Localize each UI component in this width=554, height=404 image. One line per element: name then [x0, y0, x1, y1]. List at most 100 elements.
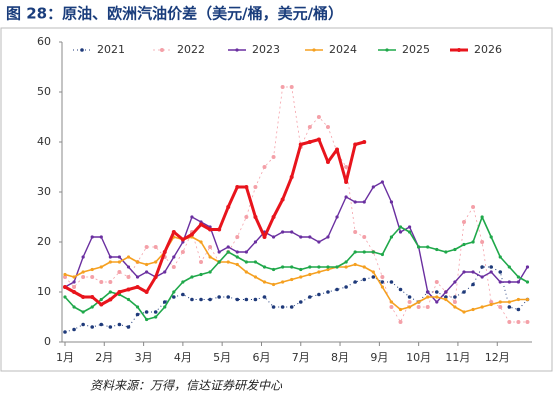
- data-point: [271, 282, 276, 287]
- data-point: [498, 270, 503, 274]
- legend-marker: [235, 48, 239, 52]
- data-point: [417, 300, 421, 304]
- data-point: [353, 200, 357, 204]
- data-point: [489, 302, 493, 307]
- data-point: [163, 305, 167, 309]
- y-tick-label: 20: [37, 235, 51, 248]
- data-point: [289, 175, 294, 179]
- data-point: [453, 280, 457, 284]
- data-point: [353, 250, 357, 254]
- legend-marker: [457, 48, 461, 52]
- data-point: [144, 290, 149, 294]
- data-point: [217, 250, 221, 254]
- x-tick-label: 12月: [485, 351, 510, 364]
- data-point: [117, 322, 122, 327]
- data-point: [407, 230, 412, 234]
- data-point: [444, 295, 448, 299]
- data-point: [380, 285, 384, 289]
- legend-label: 2025: [402, 43, 430, 56]
- y-tick-label: 50: [37, 85, 51, 98]
- data-point: [325, 160, 330, 164]
- data-point: [226, 205, 231, 209]
- legend-label: 2023: [252, 43, 280, 56]
- legend-label: 2021: [97, 43, 125, 56]
- data-point: [63, 275, 67, 279]
- data-point: [126, 255, 131, 259]
- data-point: [108, 297, 113, 302]
- data-point: [371, 275, 376, 279]
- data-point: [99, 322, 104, 327]
- data-point: [244, 260, 248, 264]
- data-point: [353, 230, 358, 234]
- data-point: [172, 295, 176, 299]
- data-point: [389, 280, 394, 284]
- data-point: [452, 300, 457, 304]
- data-point: [72, 275, 76, 279]
- data-point: [99, 302, 104, 307]
- data-point: [153, 310, 158, 314]
- data-point: [398, 307, 403, 312]
- data-point: [462, 270, 466, 274]
- data-point: [235, 262, 239, 267]
- data-point: [235, 235, 240, 239]
- data-point: [153, 275, 158, 279]
- data-point: [81, 275, 86, 279]
- data-point: [281, 230, 285, 234]
- data-point: [380, 275, 385, 279]
- data-point: [153, 245, 158, 249]
- data-point: [72, 280, 76, 284]
- data-point: [525, 297, 530, 302]
- data-point: [126, 287, 131, 292]
- data-point: [126, 297, 131, 302]
- data-point: [461, 220, 466, 224]
- legend-marker: [385, 48, 389, 52]
- x-tick-label: 9月: [370, 351, 388, 364]
- data-point: [262, 235, 267, 239]
- data-point: [380, 280, 385, 284]
- data-point: [108, 260, 112, 264]
- data-point: [217, 295, 221, 299]
- data-point: [426, 295, 430, 299]
- data-point: [317, 265, 321, 269]
- data-point: [344, 260, 348, 264]
- data-point: [507, 320, 512, 324]
- data-point: [344, 195, 348, 199]
- data-point: [516, 297, 520, 302]
- data-point: [226, 260, 230, 264]
- data-point: [335, 147, 340, 152]
- data-point: [172, 255, 176, 259]
- data-point: [344, 265, 348, 269]
- data-point: [362, 235, 367, 239]
- data-point: [135, 305, 140, 309]
- data-point: [244, 215, 249, 219]
- data-point: [217, 227, 222, 232]
- data-point: [72, 327, 76, 332]
- data-point: [398, 230, 403, 234]
- chart-frame: [0, 27, 553, 372]
- data-point: [371, 250, 375, 254]
- data-point: [235, 250, 239, 254]
- data-point: [81, 310, 85, 314]
- data-point: [262, 165, 267, 169]
- data-point: [199, 240, 203, 244]
- y-tick-label: 10: [37, 285, 51, 298]
- data-point: [444, 250, 448, 254]
- data-point: [81, 295, 86, 299]
- data-point: [181, 280, 185, 284]
- data-point: [208, 255, 212, 259]
- x-tick-label: 2月: [95, 351, 113, 364]
- data-point: [398, 225, 403, 229]
- data-point: [235, 255, 239, 259]
- data-point: [371, 185, 375, 189]
- data-point: [480, 305, 484, 309]
- data-point: [525, 320, 530, 324]
- data-point: [271, 155, 276, 159]
- data-point: [498, 305, 503, 309]
- data-point: [181, 292, 185, 297]
- data-point: [199, 260, 204, 264]
- data-point: [326, 290, 330, 294]
- data-point: [507, 265, 511, 269]
- data-point: [162, 250, 167, 254]
- data-point: [145, 270, 149, 274]
- data-point: [453, 247, 457, 252]
